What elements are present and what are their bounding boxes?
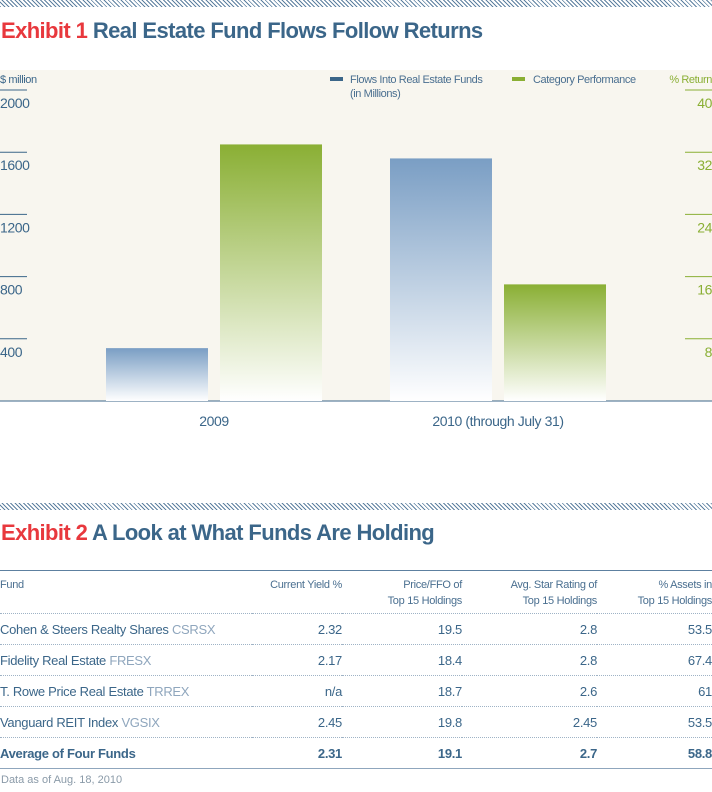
value-cell: 19.8 (342, 706, 462, 738)
value-cell: 53.5 (597, 613, 712, 645)
data-note: Data as of Aug. 18, 2010 (1, 774, 123, 786)
fund-ticker: TRREX (146, 683, 190, 699)
right-tick-label: 24 (697, 219, 712, 235)
value-cell: 2.6 (462, 675, 597, 707)
table-row: Cohen & Steers Realty Shares CSRSX 2.32 19… (0, 613, 712, 645)
exhibit2-label: Exhibit 2 (1, 520, 88, 545)
left-tick-label: 2000 (0, 95, 30, 111)
header-line: % Assets in (658, 579, 712, 591)
column-header: Avg. Star Rating of Top 15 Holdings (462, 571, 598, 614)
exhibit1-title: Exhibit 1 Real Estate Fund Flows Follow … (1, 18, 483, 44)
value-cell: 2.32 (252, 613, 342, 645)
average-value: 58.8 (597, 737, 712, 769)
right-tick-label: 32 (697, 157, 712, 173)
value-cell: 2.8 (462, 644, 597, 676)
left-tick-label: 400 (0, 344, 23, 360)
value-cell: 2.17 (252, 644, 342, 676)
bar-chart: $ million % Return 400 800 1200 1600 2000 8 16 24… (0, 70, 712, 429)
category-label: 2010 (through July 31) (432, 413, 563, 429)
exhibit1-heading: Real Estate Fund Flows Follow Returns (92, 18, 483, 43)
fund-ticker: FRESX (109, 652, 152, 668)
value-cell: 2.45 (462, 706, 597, 738)
fund-name-cell: Vanguard REIT Index VGSIX (0, 706, 252, 738)
value-cell: 18.7 (342, 675, 462, 707)
average-label: Average of Four Funds (0, 737, 252, 769)
bar-performance (220, 144, 322, 402)
legend-label-flows: Flows Into Real Estate Funds (350, 74, 483, 86)
header-line: Avg. Star Rating of (510, 579, 598, 591)
average-value: 2.7 (462, 737, 597, 769)
left-axis-label: $ million (0, 74, 37, 86)
fund-name: Cohen & Steers Realty Shares (0, 621, 169, 637)
fund-ticker: CSRSX (171, 621, 216, 637)
column-header: % Assets in Top 15 Holdings (597, 571, 712, 614)
value-cell: 2.8 (462, 613, 597, 645)
bar-flows (106, 348, 208, 401)
value-cell: 19.5 (342, 613, 462, 645)
header-line: Price/FFO of (403, 579, 462, 591)
column-header: Fund (0, 571, 252, 614)
legend-swatch-performance (512, 77, 525, 81)
top-hatch-divider (0, 0, 712, 7)
value-cell: 67.4 (597, 644, 712, 676)
fund-ticker: VGSIX (121, 714, 160, 730)
bar-flows (390, 158, 492, 401)
fund-name-cell: Fidelity Real Estate FRESX (0, 644, 252, 676)
table-row: T. Rowe Price Real Estate TRREX n/a 18.7 2.… (0, 675, 712, 707)
fund-name: T. Rowe Price Real Estate (0, 683, 144, 699)
left-tick-label: 1600 (0, 157, 30, 173)
value-cell: 2.45 (252, 706, 342, 738)
left-tick-label: 800 (0, 282, 23, 298)
legend-label-flows: (in Millions) (350, 88, 400, 100)
right-tick-label: 8 (705, 344, 712, 360)
header-line: Top 15 Holdings (522, 595, 598, 607)
table-header-row: Fund Current Yield % Price/FFO of Top 15 Ho… (0, 570, 712, 614)
column-header: Price/FFO of Top 15 Holdings (342, 571, 463, 614)
header-line: Top 15 Holdings (637, 595, 712, 607)
left-tick-label: 1200 (0, 219, 30, 235)
value-cell: 61 (597, 675, 712, 707)
right-tick-label: 16 (697, 282, 712, 298)
value-cell: 53.5 (597, 706, 712, 738)
fund-name-cell: Cohen & Steers Realty Shares CSRSX (0, 613, 252, 645)
fund-name: Fidelity Real Estate (0, 652, 106, 668)
header-line: Current Yield % (270, 579, 342, 591)
table-row: Fidelity Real Estate FRESX 2.17 18.4 2.8 67.… (0, 644, 712, 676)
category-label: 2009 (199, 413, 229, 429)
right-axis-label: % Return (669, 74, 712, 86)
value-cell: n/a (252, 675, 342, 707)
average-row: Average of Four Funds 2.31 19.1 2.7 58.8 (0, 737, 712, 769)
column-header: Current Yield % (252, 571, 342, 614)
header-line: Top 15 Holdings (387, 595, 463, 607)
fund-name-cell: T. Rowe Price Real Estate TRREX (0, 675, 252, 707)
value-cell: 18.4 (342, 644, 462, 676)
exhibit2-heading: A Look at What Funds Are Holding (92, 520, 435, 545)
right-tick-label: 40 (697, 95, 712, 111)
header-line: Fund (0, 579, 24, 591)
average-value: 19.1 (342, 737, 462, 769)
exhibit1-label: Exhibit 1 (1, 18, 88, 43)
fund-holdings-table: Fund Current Yield % Price/FFO of Top 15 Ho… (0, 570, 712, 769)
bar-performance (504, 284, 606, 401)
average-value: 2.31 (252, 737, 342, 769)
table-row: Vanguard REIT Index VGSIX 2.45 19.8 2.45 53.… (0, 706, 712, 738)
legend-label-performance: Category Performance (533, 74, 636, 86)
mid-hatch-divider (0, 503, 712, 510)
exhibit2-title: Exhibit 2 A Look at What Funds Are Holdi… (1, 520, 435, 546)
fund-name: Vanguard REIT Index (0, 714, 119, 730)
legend-swatch-flows (330, 77, 343, 81)
